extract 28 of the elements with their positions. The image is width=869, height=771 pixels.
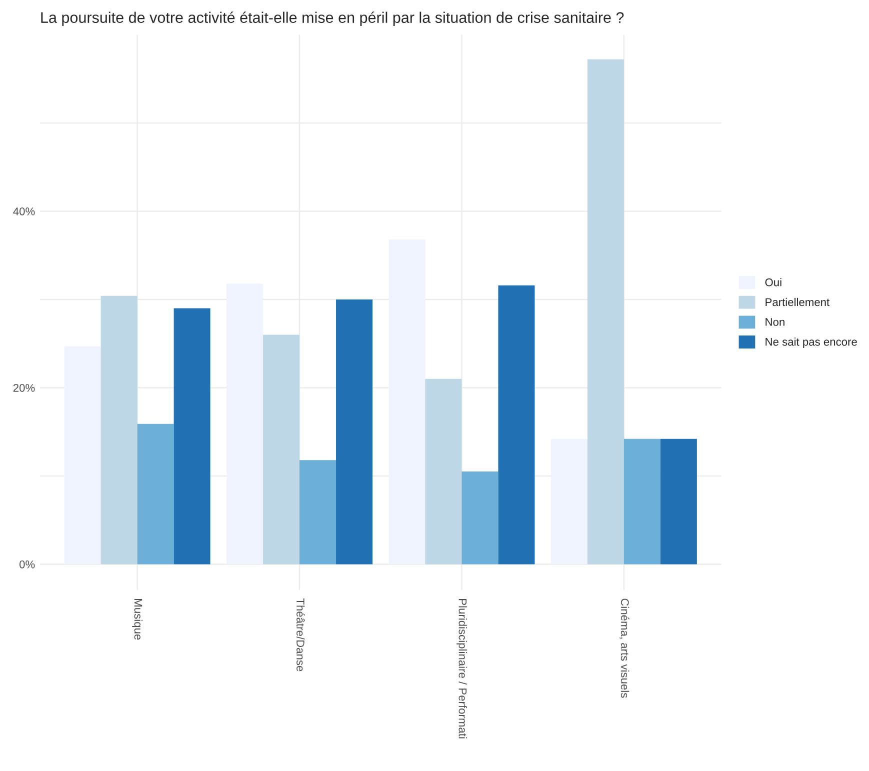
bar [226,284,264,564]
legend-label: Ne sait pas encore [766,338,857,348]
bar [660,438,697,564]
chart-title: La poursuite de votre activité était-elle mise en péril par la situation de crise sanitaire ? [41,12,624,26]
y-tick-label: 40% [13,207,35,216]
bar [100,296,138,564]
bar [300,460,336,564]
x-tick-label: Cinéma, arts visuels [620,598,630,698]
x-tick-label: Pluridisciplinaire / Performati [456,599,467,738]
legend-label: Non [766,318,784,326]
bar [64,346,101,564]
bar [587,59,624,564]
x-tick-label: Théâtre/Danse [296,598,305,672]
bar [174,308,210,564]
bar [624,438,660,564]
bar [263,334,300,564]
bar [137,424,174,564]
y-tick-label: 20% [13,384,35,392]
legend-label: Oui [765,278,782,286]
y-tick-label: 0% [19,560,35,568]
bar [425,378,462,564]
bar [388,239,426,564]
x-tick-label: Musique [132,599,142,640]
bar [550,438,588,564]
bar [498,285,535,564]
legend-label: Partiellement [766,298,830,306]
bar [462,472,498,564]
bar [336,299,373,564]
